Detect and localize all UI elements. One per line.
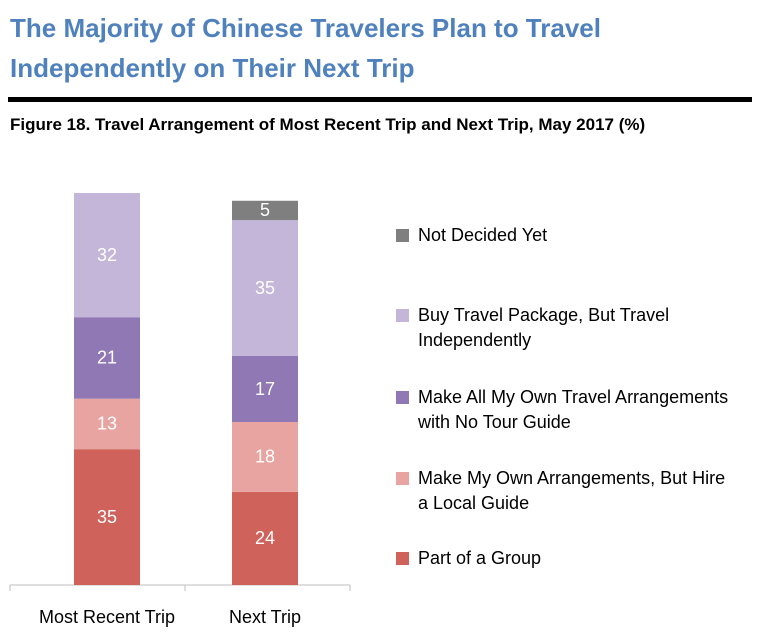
legend-swatch [396, 552, 409, 565]
bar-segment [232, 220, 298, 357]
bar-segment [74, 398, 140, 450]
bar-segment [74, 193, 140, 318]
value-label: 5 [260, 200, 270, 220]
legend-label: Part of a Group [418, 548, 542, 568]
bar-segment [232, 491, 298, 585]
x-tick-label: Most Recent Trip [39, 607, 175, 627]
legend-swatch [396, 309, 409, 322]
legend-label: Make My Own Arrangements, But Hire a Loc… [418, 468, 726, 513]
legend-label: Not Decided Yet [418, 225, 548, 245]
value-label: 18 [255, 447, 275, 467]
value-label: 24 [255, 528, 275, 548]
value-label: 17 [255, 379, 275, 399]
bar-segment [232, 200, 298, 221]
bar-segment [74, 317, 140, 399]
bar-segment [232, 356, 298, 422]
value-label: 13 [97, 414, 117, 434]
legend-swatch [396, 229, 409, 242]
value-label: 21 [97, 348, 117, 368]
figure-caption: Figure 18. Travel Arrangement of Most Re… [10, 115, 646, 134]
x-tick-label: Next Trip [229, 607, 301, 627]
legend-swatch [396, 472, 409, 485]
title-rule [8, 97, 752, 102]
value-label: 35 [255, 278, 275, 298]
bar-segment [74, 449, 140, 585]
legend-swatch [396, 391, 409, 404]
value-label: 32 [97, 245, 117, 265]
title: The Majority of Chinese Travelers Plan t… [10, 13, 601, 83]
legend-label: Buy Travel Package, But Travel Independe… [418, 305, 670, 350]
value-label: 35 [97, 507, 117, 527]
legend-label: Make All My Own Travel Arrangements with… [418, 387, 729, 432]
bar-segment [232, 421, 298, 492]
